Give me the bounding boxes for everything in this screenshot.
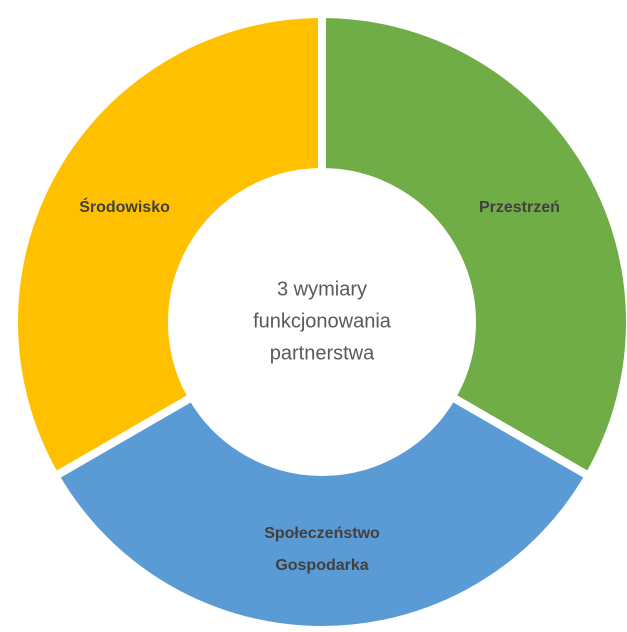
segments bbox=[10, 9, 627, 632]
segment bbox=[318, 9, 627, 482]
center-text: partnerstwa bbox=[270, 342, 375, 364]
segment bbox=[49, 391, 595, 632]
segment-label: Gospodarka bbox=[275, 557, 368, 574]
segment-label: Przestrzeń bbox=[479, 199, 560, 216]
segment bbox=[10, 9, 326, 482]
labels: Przestrzeń Społeczeństwo Gospodarka Środowi… bbox=[79, 176, 560, 574]
segment-label: Środowisko bbox=[79, 197, 170, 216]
center-text: funkcjonowania bbox=[253, 310, 392, 332]
center-text: 3 wymiary bbox=[277, 278, 367, 300]
segment-label: Społeczeństwo bbox=[264, 525, 380, 542]
center-circle bbox=[176, 176, 468, 468]
